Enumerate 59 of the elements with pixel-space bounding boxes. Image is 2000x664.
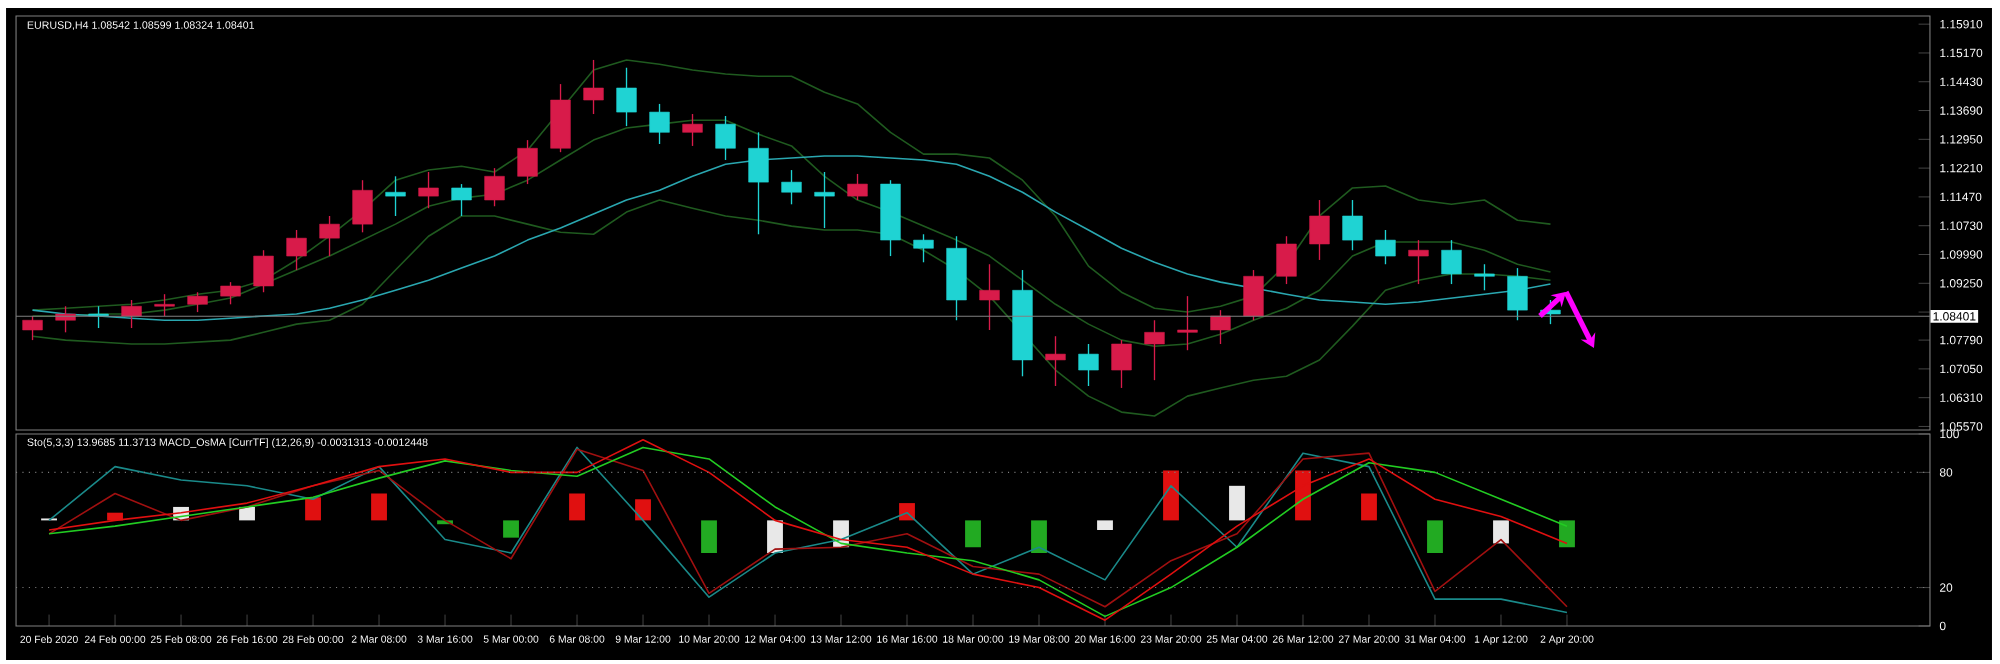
bar <box>635 499 651 521</box>
candlestick <box>1045 335 1066 387</box>
candlestick <box>583 59 604 115</box>
candlestick <box>649 103 670 145</box>
candlestick <box>1408 239 1429 285</box>
bar <box>1361 493 1377 521</box>
bar <box>1295 470 1311 521</box>
bar <box>239 506 255 521</box>
bar <box>1163 470 1179 521</box>
candlestick <box>913 233 934 263</box>
candlestick <box>517 139 538 185</box>
candlestick <box>1441 239 1462 285</box>
candlestick <box>1507 267 1528 321</box>
candlestick <box>1210 309 1231 345</box>
bar <box>305 497 321 521</box>
candlestick <box>1111 339 1132 389</box>
candlestick <box>22 315 43 341</box>
bar <box>371 493 387 521</box>
bar <box>965 520 981 548</box>
candlestick <box>1177 295 1198 351</box>
candlestick <box>385 175 406 217</box>
candlestick <box>418 171 439 209</box>
candlestick <box>319 215 340 257</box>
candlestick <box>814 171 835 229</box>
candlestick <box>1243 269 1264 321</box>
bar <box>701 520 717 554</box>
candlestick <box>1276 235 1297 285</box>
candlestick <box>781 169 802 205</box>
candlestick <box>1342 199 1363 251</box>
candlestick <box>154 293 175 317</box>
candlestick <box>88 305 109 329</box>
bar <box>1427 520 1443 554</box>
candlestick <box>1474 263 1495 291</box>
candlestick <box>979 263 1000 331</box>
bar <box>1229 485 1245 521</box>
candlestick <box>847 173 868 201</box>
candlestick <box>748 131 769 235</box>
candlestick <box>1144 319 1165 381</box>
candlestick <box>616 67 637 127</box>
candlestick <box>451 183 472 217</box>
candlestick <box>1309 199 1330 261</box>
candlestick <box>286 229 307 271</box>
candlestick <box>484 167 505 207</box>
bar <box>569 493 585 521</box>
candlestick <box>715 115 736 161</box>
candlestick <box>1375 229 1396 265</box>
candlestick <box>121 299 142 329</box>
candlestick <box>352 179 373 233</box>
candlestick <box>1078 343 1099 387</box>
candlestick <box>253 249 274 293</box>
bar <box>767 520 783 554</box>
bar <box>503 520 519 538</box>
bar <box>1493 520 1509 544</box>
bar <box>1097 520 1113 530</box>
candlestick <box>220 281 241 305</box>
candlestick <box>187 291 208 313</box>
candlestick <box>682 113 703 147</box>
bar <box>1559 520 1575 548</box>
bar <box>1031 520 1047 554</box>
